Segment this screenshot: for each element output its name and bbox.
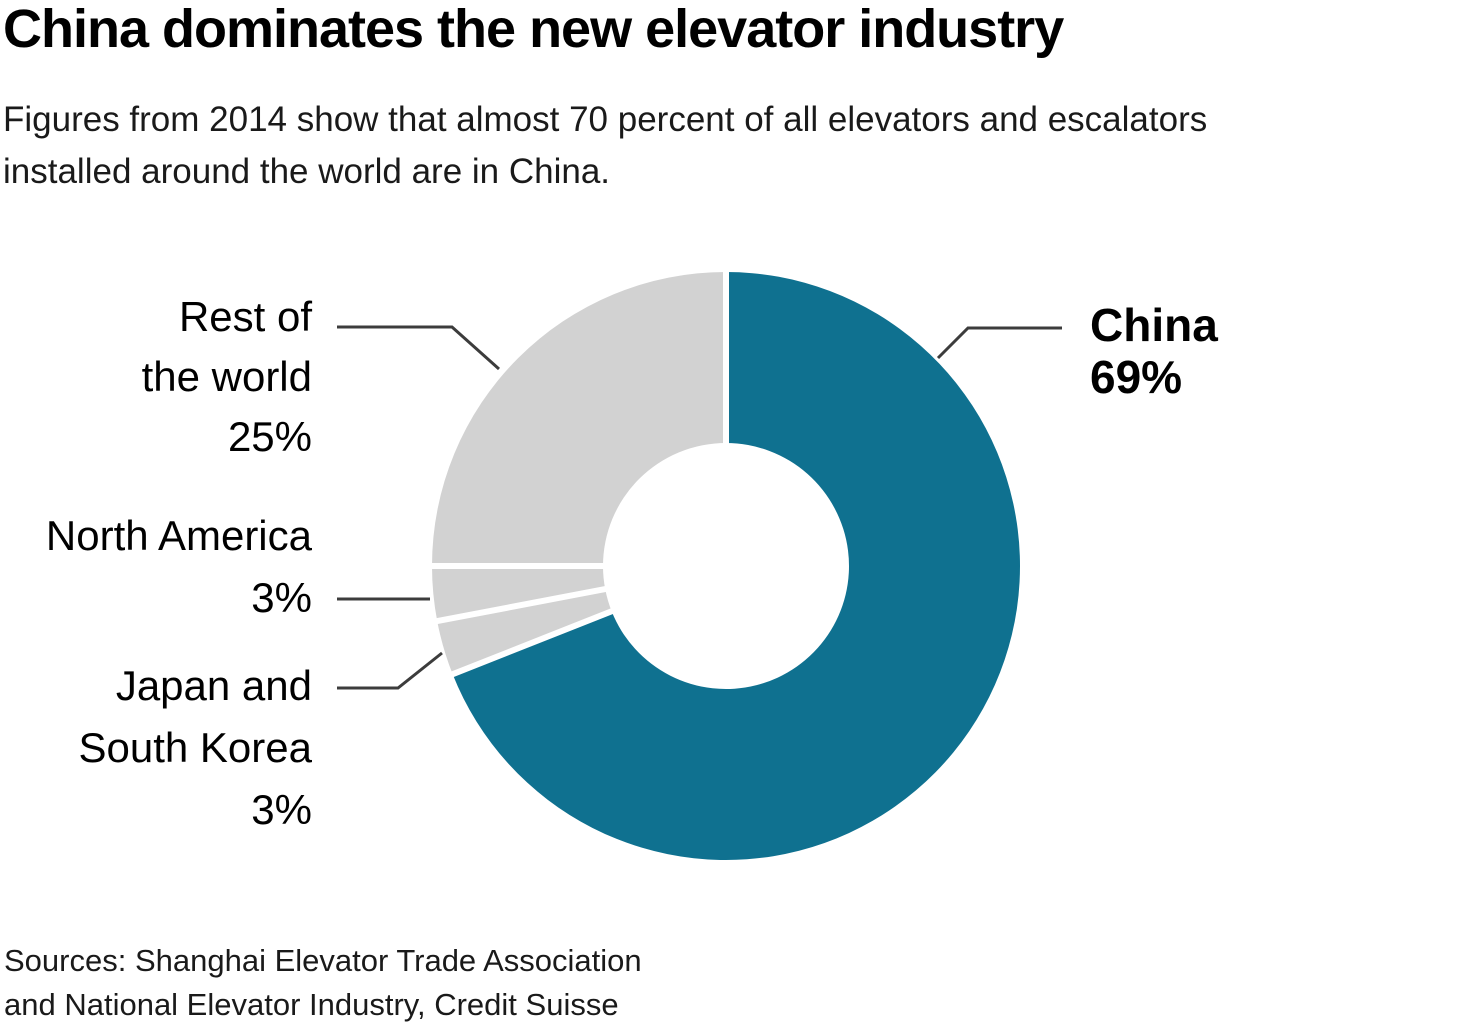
source-note: Sources: Shanghai Elevator Trade Associa… bbox=[4, 939, 642, 1027]
label-rest-of-world-line-1: Rest of bbox=[178, 293, 312, 340]
label-north-america-line-1: North America bbox=[45, 512, 312, 559]
chart-subtitle: Figures from 2014 show that almost 70 pe… bbox=[3, 94, 1207, 198]
leader-line-china bbox=[936, 326, 1062, 360]
leader-line-japan-south-korea bbox=[337, 651, 443, 690]
subtitle-line-2: installed around the world are in China. bbox=[3, 152, 611, 191]
subtitle-line-1: Figures from 2014 show that almost 70 pe… bbox=[3, 100, 1208, 139]
source-line-2: and National Elevator Industry, Credit S… bbox=[4, 987, 619, 1022]
label-japan-south-korea-line-2: South Korea bbox=[78, 724, 312, 771]
donut-segment-japan-and-south-korea bbox=[437, 589, 612, 675]
label-japan-south-korea: Japan and South Korea 3% bbox=[0, 655, 312, 841]
label-china-value: 69% bbox=[1090, 351, 1183, 403]
label-north-america: North America 3% bbox=[0, 505, 312, 629]
label-japan-south-korea-line-1: Japan and bbox=[115, 662, 312, 709]
leader-line-rest-of-world bbox=[337, 325, 500, 371]
label-china: China 69% bbox=[1090, 299, 1218, 403]
segment-separator bbox=[434, 585, 610, 625]
donut-segment-north-america bbox=[432, 566, 606, 622]
label-rest-of-world-line-2: the world bbox=[141, 353, 312, 400]
label-rest-of-world-value: 25% bbox=[227, 413, 312, 460]
label-rest-of-world: Rest of the world 25% bbox=[0, 287, 312, 467]
donut-segment-china bbox=[452, 272, 1021, 860]
label-japan-south-korea-value: 3% bbox=[251, 786, 312, 833]
label-north-america-value: 3% bbox=[251, 574, 312, 621]
leader-lines bbox=[337, 325, 1062, 690]
donut-chart bbox=[430, 270, 1021, 860]
label-china-line-1: China bbox=[1090, 299, 1218, 351]
source-line-1: Sources: Shanghai Elevator Trade Associa… bbox=[4, 943, 642, 978]
page-title: China dominates the new elevator industr… bbox=[3, 0, 1064, 59]
segment-separator bbox=[449, 607, 617, 678]
donut-segment-rest-of-the-world bbox=[432, 272, 726, 566]
